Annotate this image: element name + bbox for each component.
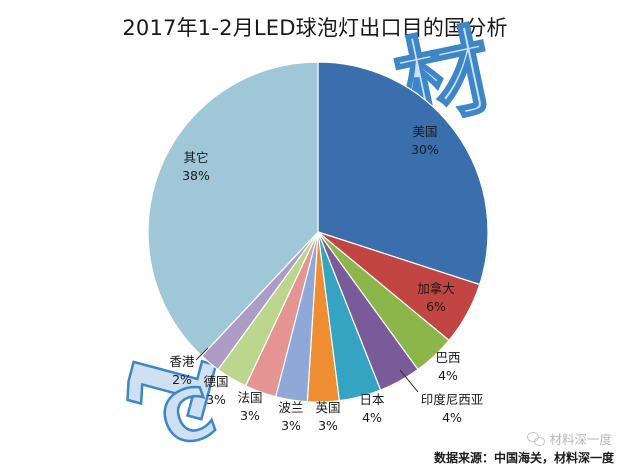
pie-slice-10 — [147, 61, 319, 357]
leader-line-3 — [399, 369, 419, 393]
slice-label-name-6: 波兰 — [278, 400, 303, 415]
pie-slices — [147, 61, 489, 403]
wechat-label: 材料深一度 — [549, 432, 612, 447]
slice-label-pct-3: 4% — [442, 410, 462, 425]
wechat-badge: 材料深一度 — [527, 429, 612, 448]
watermark-char-top: 材 — [385, 13, 502, 143]
slice-label-pct-9: 2% — [172, 372, 192, 387]
slice-label-name-2: 巴西 — [435, 350, 460, 365]
slice-label-pct-4: 4% — [362, 410, 382, 425]
slice-label-pct-5: 3% — [318, 418, 338, 433]
data-source-note: 数据来源：中国海关，材料深一度 — [433, 451, 614, 465]
slice-label-name-0: 美国 — [412, 124, 437, 139]
slice-label-pct-1: 6% — [426, 299, 446, 314]
slice-label-pct-6: 3% — [281, 418, 301, 433]
pie-slice-0 — [317, 61, 489, 286]
chart-title: 2017年1-2月LED球泡灯出口目的国分析 — [122, 16, 508, 40]
slice-label-name-5: 英国 — [315, 400, 340, 415]
slice-label-name-10: 其它 — [183, 150, 208, 165]
slice-label-pct-8: 3% — [206, 392, 226, 407]
slice-label-pct-2: 4% — [438, 368, 458, 383]
slice-label-name-1: 加拿大 — [417, 281, 455, 296]
slice-label-name-3: 印度尼西亚 — [421, 392, 484, 407]
slice-label-pct-7: 3% — [240, 408, 260, 423]
leader-line-9 — [195, 347, 209, 361]
slice-label-pct-10: 38% — [182, 168, 210, 183]
slice-label-name-4: 日本 — [359, 392, 385, 407]
slice-label-name-9: 香港 — [169, 354, 195, 369]
slice-label-name-7: 法国 — [237, 390, 262, 405]
wechat-icon — [527, 431, 546, 446]
slice-label-name-8: 德国 — [203, 374, 228, 389]
slice-label-pct-0: 30% — [411, 142, 439, 157]
leader-lines — [195, 347, 419, 393]
slice-labels: 美国 30% 加拿大 6% 巴西 4% 印度尼西亚 4% 日本 4% 英国 3% 波兰 3% 法国 3% 德国 3… — [169, 124, 483, 433]
